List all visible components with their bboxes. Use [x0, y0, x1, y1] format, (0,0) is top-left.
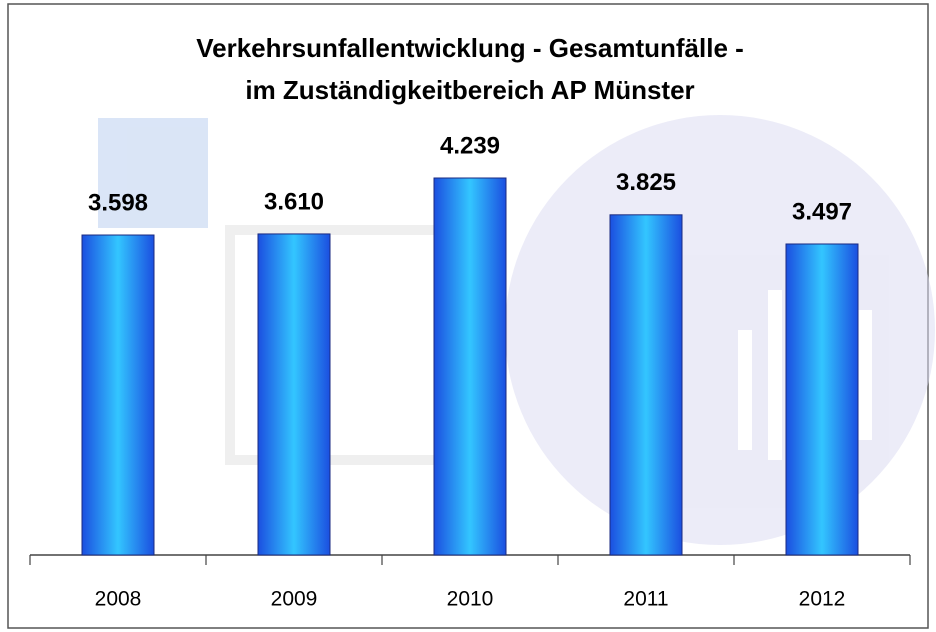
value-label: 4.239 — [440, 132, 500, 159]
value-label: 3.825 — [616, 169, 676, 196]
bar — [786, 244, 858, 555]
x-tick-label: 2012 — [799, 588, 846, 611]
value-label: 3.497 — [792, 198, 852, 225]
bar — [82, 235, 154, 555]
chart-title: Verkehrsunfallentwicklung - Gesamtunfäll… — [196, 33, 744, 63]
chart-title: im Zuständigkeitbereich AP Münster — [245, 75, 694, 105]
value-label: 3.610 — [264, 188, 324, 215]
chart: Verkehrsunfallentwicklung - Gesamtunfäll… — [0, 0, 936, 632]
bar — [258, 234, 330, 555]
x-tick-label: 2010 — [447, 588, 494, 611]
x-tick-label: 2008 — [95, 588, 142, 611]
x-tick-label: 2011 — [623, 588, 668, 611]
bar — [434, 178, 506, 555]
bar — [610, 215, 682, 555]
x-tick-label: 2009 — [271, 588, 318, 611]
value-label: 3.598 — [88, 189, 148, 216]
